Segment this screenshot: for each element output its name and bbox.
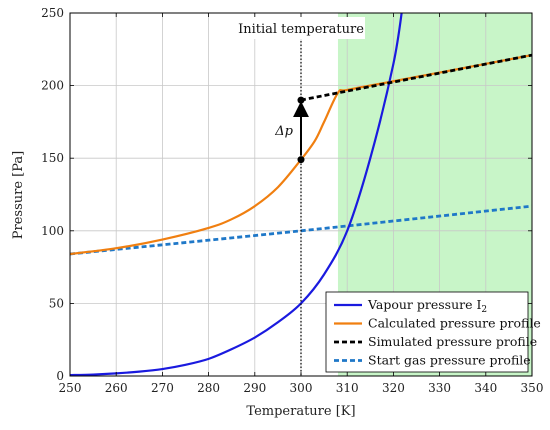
legend-label-3: Start gas pressure profile (368, 353, 531, 368)
legend-label-2: Simulated pressure profile (368, 334, 537, 349)
y-tick-label-0: 0 (56, 369, 64, 383)
x-tick-label-320: 320 (382, 381, 405, 395)
x-tick-label-270: 270 (151, 381, 174, 395)
x-tick-label-260: 260 (105, 381, 128, 395)
delta-start-point (297, 156, 305, 164)
x-tick-label-300: 300 (290, 381, 313, 395)
x-tick-label-310: 310 (336, 381, 359, 395)
initial-temperature-label-bg (237, 17, 365, 39)
y-tick-label-100: 100 (41, 224, 64, 238)
x-tick-label-290: 290 (243, 381, 266, 395)
x-tick-label-250: 250 (59, 381, 82, 395)
delta-end-point (297, 96, 305, 104)
initial-temperature-label: Initial temperature (238, 22, 364, 37)
legend-label-0: Vapour pressure I2 (367, 297, 487, 315)
y-axis-label: Pressure [Pa] (11, 151, 26, 239)
x-tick-label-340: 340 (474, 381, 497, 395)
tick-layer: 250 260 270 280 290 300 310 320 330 340 350 0 50 100 1… (41, 6, 543, 395)
x-tick-label-350: 350 (521, 381, 544, 395)
annotation-layer: Initial temperature Δp (237, 17, 365, 376)
y-tick-label-250: 250 (41, 6, 64, 20)
series-line-1 (70, 54, 532, 256)
x-tick-label-330: 330 (428, 381, 451, 395)
y-tick-label-200: 200 (41, 79, 64, 93)
series-line-0 (70, 13, 403, 376)
x-axis-label: Temperature [K] (246, 404, 355, 419)
legend-label-1: Calculated pressure profile (368, 316, 541, 331)
y-tick-label-150: 150 (41, 151, 64, 165)
delta-p-label: Δp (274, 124, 293, 139)
x-tick-label-280: 280 (197, 381, 220, 395)
y-tick-label-50: 50 (49, 296, 64, 310)
